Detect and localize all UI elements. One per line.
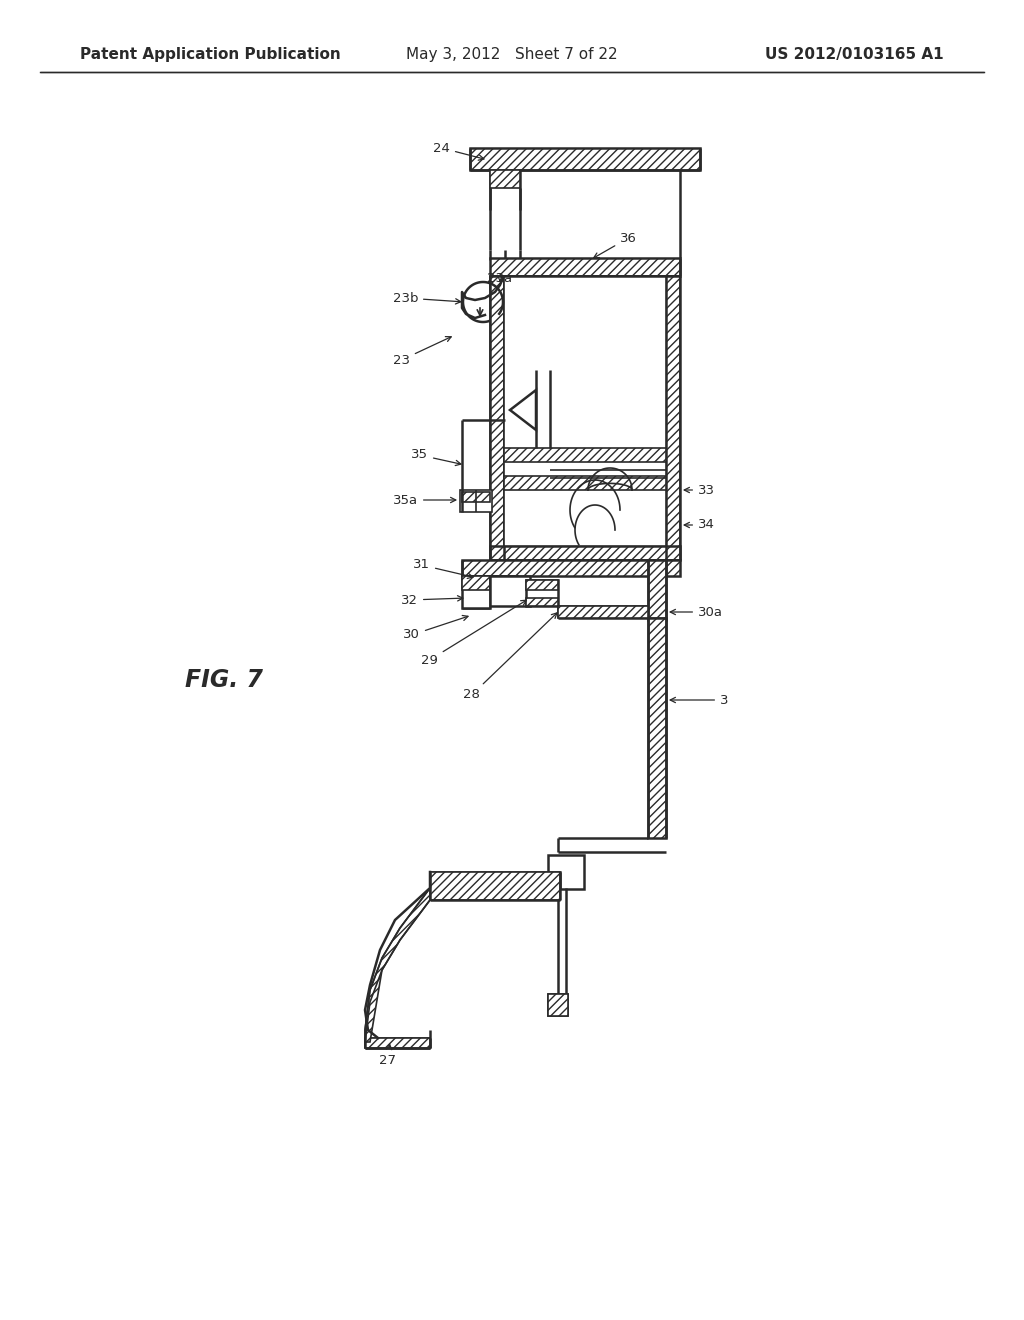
Text: 29: 29 xyxy=(421,601,526,667)
Text: 30: 30 xyxy=(403,615,468,642)
Bar xyxy=(490,576,518,590)
Text: 35a: 35a xyxy=(393,494,456,507)
Bar xyxy=(490,170,520,187)
Bar xyxy=(526,579,558,590)
Text: May 3, 2012   Sheet 7 of 22: May 3, 2012 Sheet 7 of 22 xyxy=(407,48,617,62)
Text: 34: 34 xyxy=(684,519,715,532)
Text: 35: 35 xyxy=(411,449,461,466)
Text: 28: 28 xyxy=(463,612,557,701)
Text: 31: 31 xyxy=(413,558,473,578)
Polygon shape xyxy=(365,873,560,1041)
Bar xyxy=(504,447,666,462)
Text: 23a: 23a xyxy=(487,272,513,285)
Bar xyxy=(548,855,584,888)
Text: 30a: 30a xyxy=(670,606,723,619)
Bar xyxy=(462,576,490,590)
Bar xyxy=(430,873,560,888)
Text: 23: 23 xyxy=(393,337,452,367)
Bar xyxy=(548,994,568,1016)
Bar xyxy=(648,560,666,620)
Bar xyxy=(666,276,680,560)
Bar xyxy=(365,1038,430,1048)
Text: US 2012/0103165 A1: US 2012/0103165 A1 xyxy=(765,48,944,62)
Text: FIG. 7: FIG. 7 xyxy=(185,668,263,692)
Bar xyxy=(490,576,530,606)
Text: 27: 27 xyxy=(380,1044,396,1067)
Bar xyxy=(490,276,504,560)
Bar xyxy=(462,560,680,576)
Bar xyxy=(504,276,666,546)
Text: 36: 36 xyxy=(594,231,637,257)
Text: 23b: 23b xyxy=(392,292,461,305)
Text: 32: 32 xyxy=(401,594,463,606)
Bar xyxy=(490,546,680,560)
Bar xyxy=(648,618,666,838)
Text: 24: 24 xyxy=(433,141,484,160)
Bar xyxy=(460,490,492,512)
Bar xyxy=(548,994,568,1016)
Bar xyxy=(490,257,680,276)
Text: 33: 33 xyxy=(684,483,715,496)
Bar xyxy=(526,598,558,606)
Text: Patent Application Publication: Patent Application Publication xyxy=(80,48,341,62)
Bar xyxy=(504,477,666,490)
Bar xyxy=(526,579,558,606)
Bar xyxy=(462,576,490,609)
Bar xyxy=(558,606,648,618)
Text: 3: 3 xyxy=(670,693,728,706)
Polygon shape xyxy=(510,389,536,430)
Bar xyxy=(462,492,490,502)
Bar xyxy=(470,148,700,170)
